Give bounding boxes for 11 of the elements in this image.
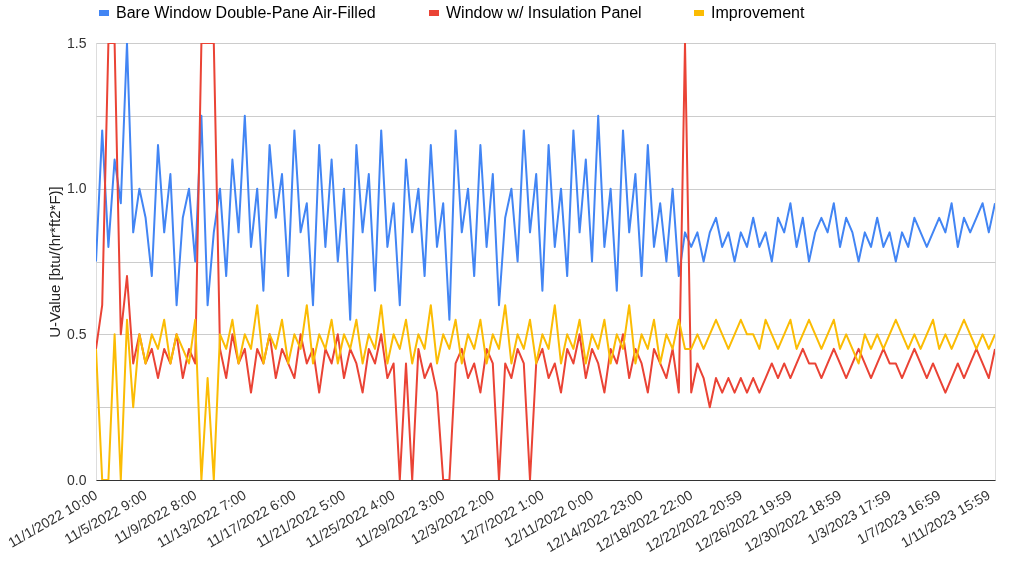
y-tick-label: 1.0 <box>67 180 87 197</box>
line-series <box>96 43 995 321</box>
line-series <box>96 43 995 480</box>
legend-label: Bare Window Double-Pane Air-Filled <box>116 4 376 21</box>
y-tick-label: 1.5 <box>67 34 87 51</box>
legend-label: Window w/ Insulation Panel <box>446 4 642 21</box>
legend-label: Improvement <box>711 4 805 21</box>
y-tick-label: 0.5 <box>67 325 87 342</box>
line-series <box>96 304 995 480</box>
y-tick-label: 0.0 <box>67 471 87 488</box>
y-axis-title: U-Value [btu/(hr*ft2*F)] <box>46 186 64 338</box>
